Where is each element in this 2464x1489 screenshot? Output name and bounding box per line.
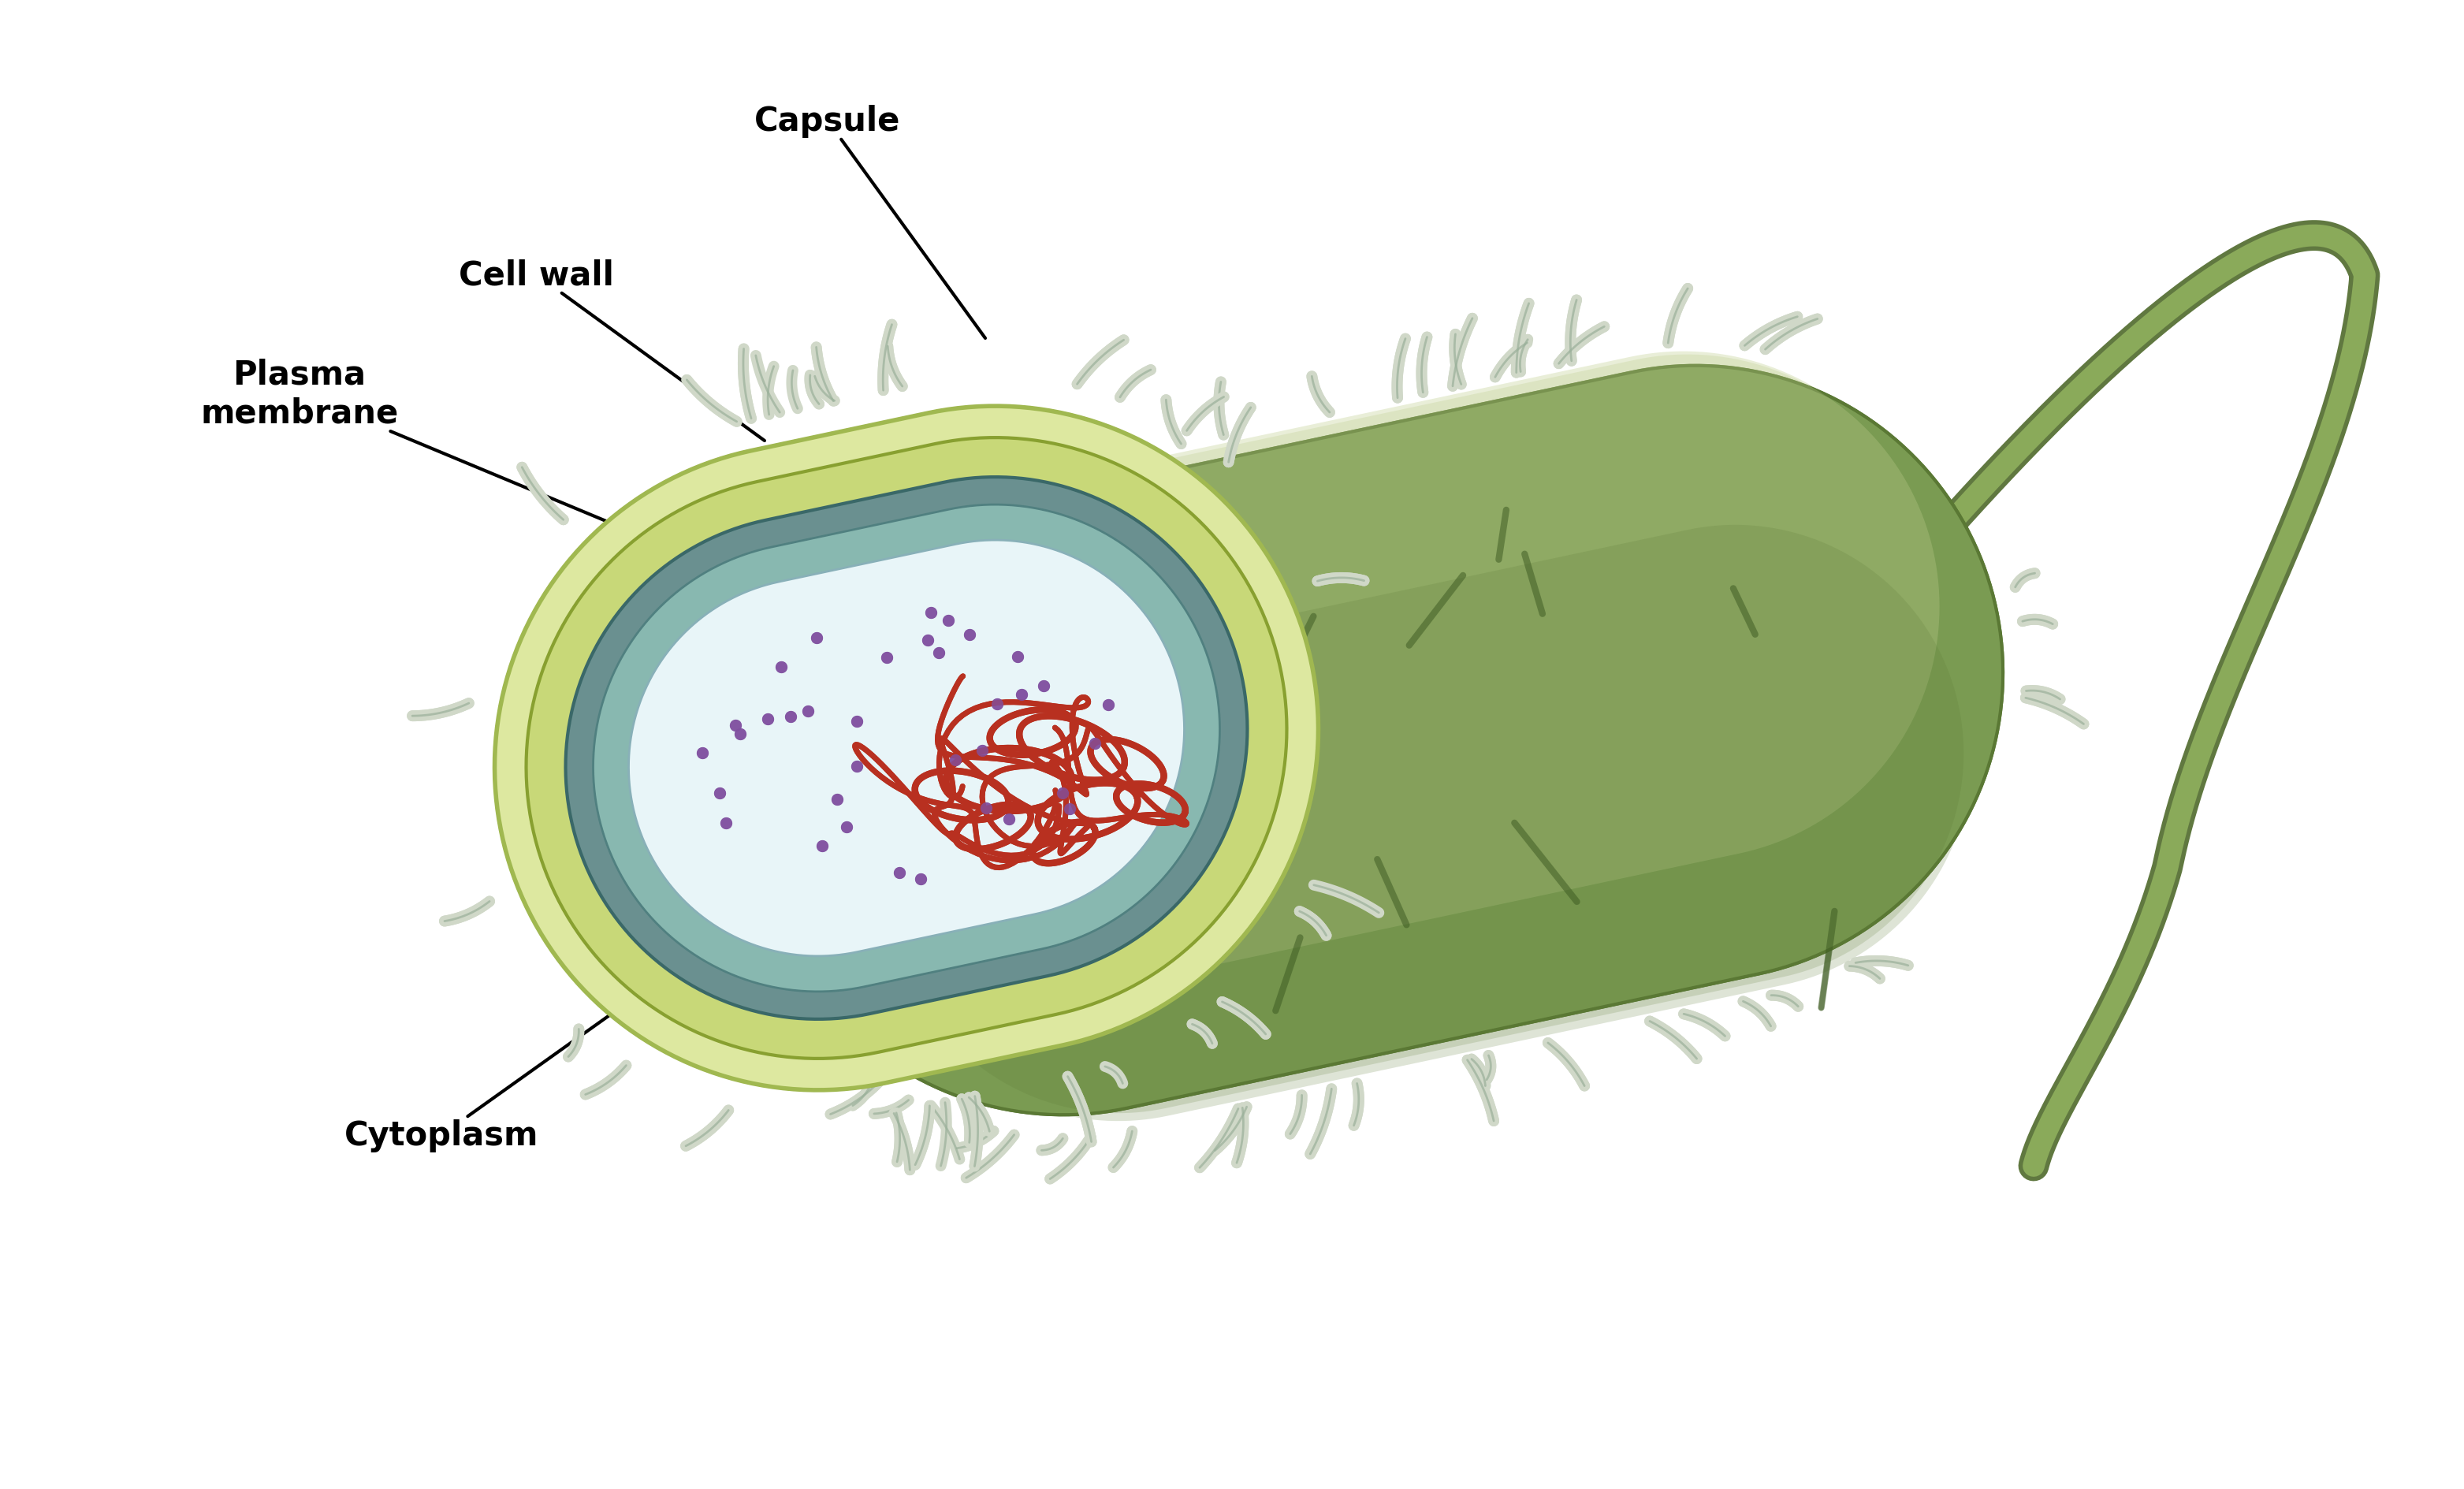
Point — [788, 700, 828, 724]
Point — [828, 814, 867, 838]
Point — [912, 602, 951, 625]
Point — [1050, 797, 1089, 820]
Point — [700, 782, 739, 806]
Point — [749, 707, 788, 731]
Polygon shape — [527, 438, 1286, 1059]
Polygon shape — [771, 354, 1939, 1001]
Point — [867, 646, 907, 670]
Point — [761, 655, 801, 679]
Point — [707, 812, 747, 835]
Point — [912, 602, 951, 625]
Point — [838, 709, 877, 733]
Point — [936, 749, 976, 773]
Polygon shape — [882, 518, 1971, 1121]
Point — [717, 713, 756, 737]
Polygon shape — [756, 366, 2003, 1115]
Point — [919, 642, 958, 666]
Polygon shape — [771, 351, 1939, 1004]
Text: Capsule: Capsule — [754, 104, 986, 339]
Polygon shape — [594, 505, 1220, 992]
Point — [998, 645, 1037, 669]
Point — [717, 713, 756, 737]
Point — [788, 700, 828, 724]
Point — [749, 707, 788, 731]
Point — [1050, 797, 1089, 820]
Point — [907, 628, 946, 652]
Polygon shape — [495, 406, 1318, 1090]
Point — [998, 645, 1037, 669]
Point — [803, 835, 843, 859]
Point — [988, 807, 1027, 831]
Point — [683, 742, 722, 765]
Point — [963, 739, 1003, 762]
Point — [771, 706, 811, 730]
Point — [867, 646, 907, 670]
Point — [771, 706, 811, 730]
Point — [1003, 683, 1042, 707]
Point — [929, 609, 968, 633]
Point — [803, 835, 843, 859]
Point — [1042, 782, 1082, 806]
Point — [966, 797, 1005, 820]
Point — [902, 868, 941, 892]
Point — [707, 812, 747, 835]
Point — [719, 722, 759, 746]
Point — [683, 742, 722, 765]
Point — [1042, 782, 1082, 806]
Point — [1089, 694, 1129, 718]
Point — [838, 755, 877, 779]
Point — [761, 655, 801, 679]
Polygon shape — [594, 505, 1220, 992]
Point — [978, 692, 1018, 716]
Point — [1003, 683, 1042, 707]
Point — [907, 628, 946, 652]
Polygon shape — [835, 384, 1846, 908]
Point — [838, 709, 877, 733]
Point — [818, 788, 857, 812]
Point — [719, 722, 759, 746]
Point — [1089, 694, 1129, 718]
Point — [951, 622, 991, 646]
Polygon shape — [527, 438, 1286, 1059]
Polygon shape — [628, 541, 1185, 956]
Text: Plasma
membrane: Plasma membrane — [200, 359, 678, 551]
Polygon shape — [628, 541, 1185, 956]
Polygon shape — [890, 526, 1964, 1114]
Point — [966, 797, 1005, 820]
Point — [919, 642, 958, 666]
Text: Cytoplasm: Cytoplasm — [345, 962, 685, 1152]
Point — [828, 814, 867, 838]
Point — [929, 609, 968, 633]
Point — [880, 861, 919, 884]
Point — [902, 868, 941, 892]
Point — [963, 739, 1003, 762]
Point — [1025, 675, 1064, 698]
Point — [796, 625, 835, 649]
Point — [988, 807, 1027, 831]
Polygon shape — [567, 478, 1247, 1020]
Point — [1025, 675, 1064, 698]
Polygon shape — [567, 478, 1247, 1020]
Point — [880, 861, 919, 884]
Point — [1074, 731, 1114, 755]
Polygon shape — [756, 366, 2003, 1115]
Text: Cell wall: Cell wall — [458, 259, 764, 441]
Point — [978, 692, 1018, 716]
Point — [951, 622, 991, 646]
Polygon shape — [495, 406, 1318, 1090]
Point — [936, 749, 976, 773]
Point — [1074, 731, 1114, 755]
Point — [700, 782, 739, 806]
Point — [796, 625, 835, 649]
Point — [818, 788, 857, 812]
Point — [838, 755, 877, 779]
